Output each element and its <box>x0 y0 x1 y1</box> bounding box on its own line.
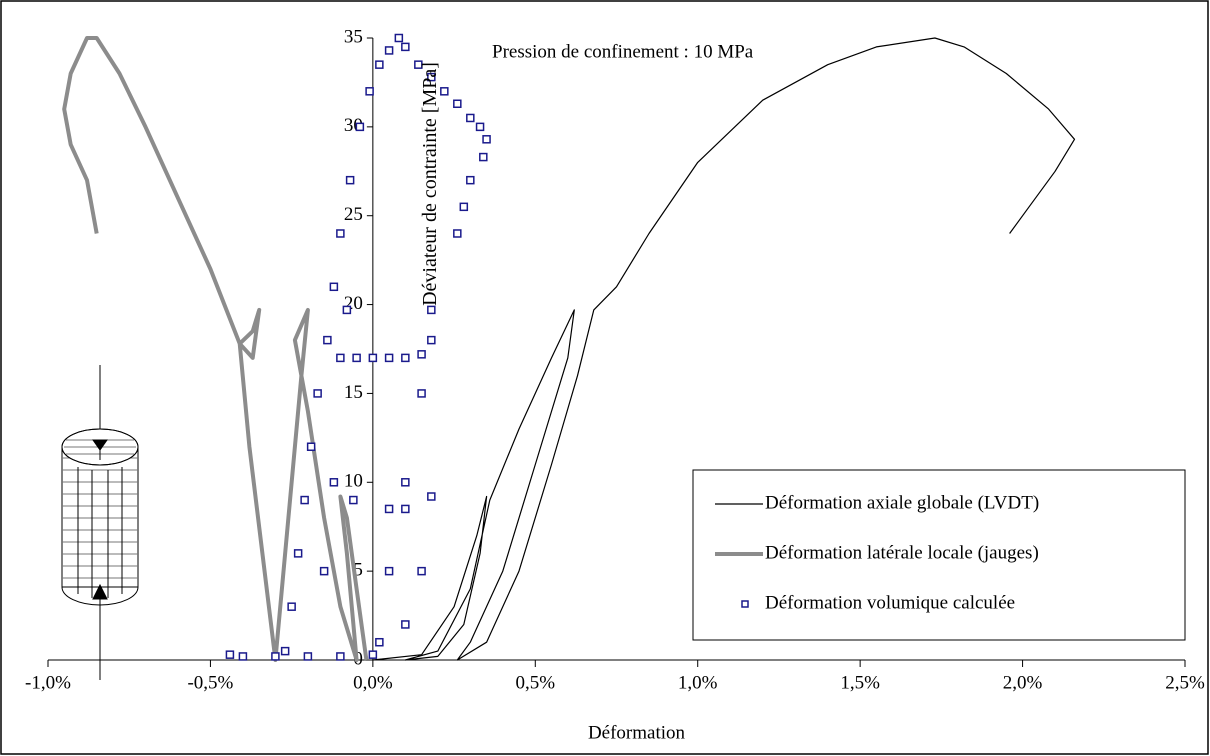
x-tick-label: 2,5% <box>1165 672 1205 693</box>
data-point <box>475 122 485 132</box>
data-point <box>453 99 462 109</box>
data-point <box>401 42 410 52</box>
x-tick-label: 2,0% <box>1003 672 1043 693</box>
data-point <box>303 652 313 661</box>
data-point <box>271 652 280 661</box>
x-tick-label: 1,5% <box>840 672 880 693</box>
data-point <box>349 495 358 505</box>
legend-label: Déformation volumique calculée <box>765 592 1015 613</box>
data-point <box>427 492 436 501</box>
x-tick-label: 0,5% <box>515 672 555 693</box>
data-point <box>401 620 410 629</box>
legend-label: Déformation latérale locale (jauges) <box>765 542 1039 563</box>
data-point <box>401 504 410 514</box>
data-point <box>479 152 488 162</box>
data-point <box>375 60 384 69</box>
y-axis-label: Déviateur de contrainte [MPa] <box>419 62 441 306</box>
y-tick-label: 25 <box>344 204 363 225</box>
data-point <box>313 389 322 398</box>
data-point <box>300 495 309 505</box>
x-tick-label: -1,0% <box>25 672 71 693</box>
data-point <box>287 602 296 611</box>
data-point <box>384 353 394 363</box>
data-point <box>459 202 469 212</box>
legend-marker <box>741 600 749 608</box>
y-tick-label: 15 <box>344 382 363 403</box>
y-tick-label: 10 <box>344 471 363 492</box>
data-line <box>372 37 1076 661</box>
x-tick-label: 1,0% <box>678 672 718 693</box>
data-point <box>355 122 365 132</box>
data-point <box>384 46 394 55</box>
data-point <box>329 478 339 487</box>
data-point <box>365 87 374 96</box>
data-point <box>417 566 426 576</box>
y-tick-label: 5 <box>353 560 363 581</box>
data-point <box>384 504 394 514</box>
data-point <box>345 175 355 185</box>
data-point <box>352 353 361 363</box>
x-tick-label: 0,0% <box>353 672 393 693</box>
data-point <box>440 87 449 96</box>
y-tick-label: 35 <box>344 26 363 47</box>
data-point <box>417 389 426 398</box>
data-point <box>466 113 475 123</box>
data-point <box>414 60 423 69</box>
legend-label: Déformation axiale globale (LVDT) <box>765 492 1039 513</box>
data-point <box>329 282 339 292</box>
x-axis-label: Déformation <box>588 722 686 743</box>
data-point <box>453 229 462 238</box>
data-point <box>323 335 332 345</box>
data-point <box>482 135 491 144</box>
data-point <box>336 229 345 238</box>
annotation: Pression de confinement : 10 MPa <box>492 41 754 62</box>
data-point <box>427 335 436 345</box>
data-point <box>466 175 475 185</box>
data-point <box>368 353 378 363</box>
data-point <box>401 478 410 487</box>
data-point <box>342 305 352 315</box>
data-point <box>336 652 345 661</box>
data-point <box>368 650 378 659</box>
data-point <box>280 646 290 656</box>
data-point <box>293 549 303 558</box>
x-tick-label: -0,5% <box>187 672 233 693</box>
data-point <box>427 305 436 315</box>
data-point <box>417 350 426 359</box>
data-point <box>401 353 410 363</box>
data-point <box>306 442 316 451</box>
cylinder-icon <box>61 365 139 680</box>
data-point <box>384 566 394 576</box>
data-point <box>427 72 436 82</box>
data-point <box>394 33 404 43</box>
data-point <box>225 650 235 659</box>
data-point <box>238 652 248 661</box>
legend-box <box>692 469 1186 641</box>
data-point <box>375 637 384 647</box>
data-point <box>336 353 345 363</box>
data-point <box>319 566 329 576</box>
data-line <box>62 36 369 662</box>
